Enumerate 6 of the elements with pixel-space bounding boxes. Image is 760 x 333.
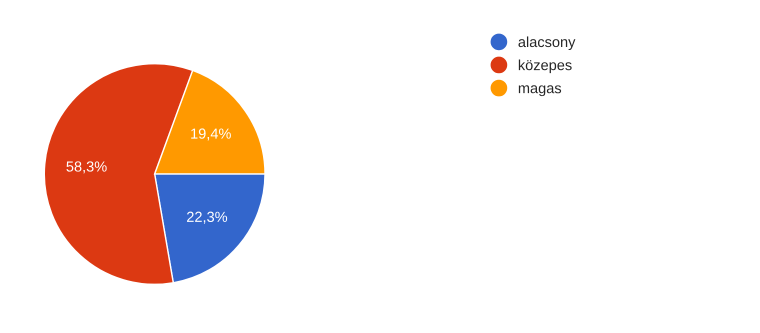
data-label: 19,4%	[191, 128, 231, 140]
legend-label: magas	[518, 85, 562, 96]
data-label: 58,3%	[66, 161, 107, 174]
legend-label: közepes	[518, 60, 572, 74]
legend-label: alacsony	[518, 36, 576, 50]
data-label: 22,3%	[187, 212, 228, 224]
